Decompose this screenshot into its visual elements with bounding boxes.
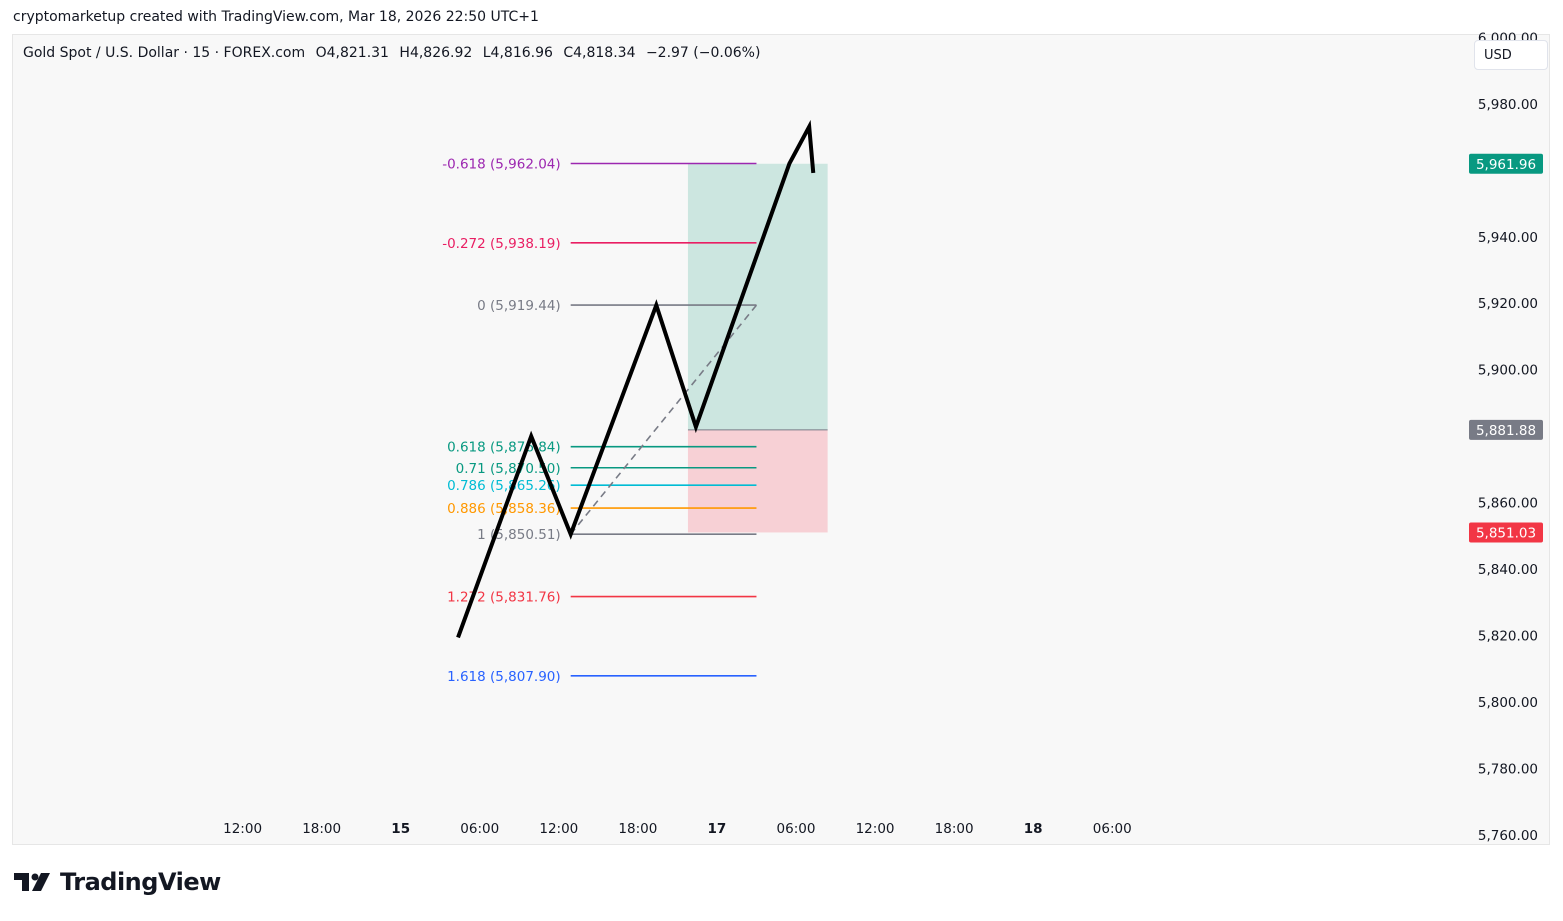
time-tick-label: 15 [391,821,410,837]
time-tick-label: 18 [1024,821,1043,837]
ohlc-low: L4,816.96 [482,45,553,61]
price-tick-label: 5,980.00 [1478,97,1538,113]
projected-price-path [456,119,816,639]
price-badge [1469,419,1543,440]
price-badge-label: 5,851.03 [1476,525,1536,541]
time-tick-label: 06:00 [1093,821,1132,837]
fib-level-label: 0.786 (5,865.26) [447,478,561,494]
ohlc-high: H4,826.92 [399,45,473,61]
price-tick-label: 5,860.00 [1478,496,1538,512]
price-tick-label: 5,940.00 [1478,230,1538,246]
ohlc-open: O4,821.31 [315,45,389,61]
price-axis-badges: 5,961.96 5,881.88 5,851.03 [1469,153,1543,543]
time-tick-label: 18:00 [618,821,657,837]
time-tick-label: 06:00 [460,821,499,837]
fib-level-label: 1.272 (5,831.76) [447,590,561,606]
price-tick-label: 5,920.00 [1478,296,1538,312]
price-badge-label: 5,881.88 [1476,423,1536,439]
price-tick-label: 5,820.00 [1478,629,1538,645]
time-tick-label: 12:00 [856,821,895,837]
position-loss-zone [687,429,828,533]
currency-button[interactable]: USD [1474,40,1548,70]
price-tick-label: 5,800.00 [1478,695,1538,711]
fib-level-label: 0.618 (5,876.84) [447,440,561,456]
symbol-title[interactable]: Gold Spot / U.S. Dollar · 15 · FOREX.com [23,45,306,61]
fib-level-label: 1 (5,850.51) [477,527,561,543]
price-axis: 6,000.005,980.005,940.005,920.005,900.00… [1478,30,1538,844]
long-position-tool [687,163,828,533]
time-axis: 12:00 18:00 15 06:00 12:00 18:00 17 06:00 12:00 1… [223,821,1132,837]
fib-level-label: -0.272 (5,938.19) [442,236,560,252]
fib-level-label: 0 (5,919.44) [477,298,561,314]
time-tick-label: 18:00 [302,821,341,837]
ohlc-close: C4,818.34 [563,45,636,61]
ohlc-change: −2.97 (−0.06%) [645,45,761,61]
time-tick-label: 06:00 [777,821,816,837]
price-tick-label: 5,840.00 [1478,562,1538,578]
price-tick-label: 5,900.00 [1478,363,1538,379]
fib-level-label: 1.618 (5,807.90) [447,669,561,685]
tradingview-logo[interactable]: TradingView [14,868,221,896]
price-badge-label: 5,961.96 [1476,157,1536,173]
projected-path-line [456,119,816,639]
time-tick-label: 12:00 [223,821,262,837]
fib-level-label: -0.618 (5,962.04) [442,156,560,172]
tradingview-logo-icon [14,873,50,891]
time-tick-label: 17 [708,821,727,837]
tradingview-logo-text: TradingView [60,868,221,896]
price-tick-label: 5,760.00 [1478,828,1538,844]
price-badge [1469,153,1543,174]
attribution-text: cryptomarketup created with TradingView.… [13,9,539,25]
price-tick-label: 5,780.00 [1478,762,1538,778]
time-tick-label: 18:00 [935,821,974,837]
time-tick-label: 12:00 [539,821,578,837]
symbol-legend[interactable]: Gold Spot / U.S. Dollar · 15 · FOREX.com… [23,45,766,61]
price-badge [1469,522,1543,543]
fib-level-label: 0.71 (5,870.50) [456,461,561,477]
